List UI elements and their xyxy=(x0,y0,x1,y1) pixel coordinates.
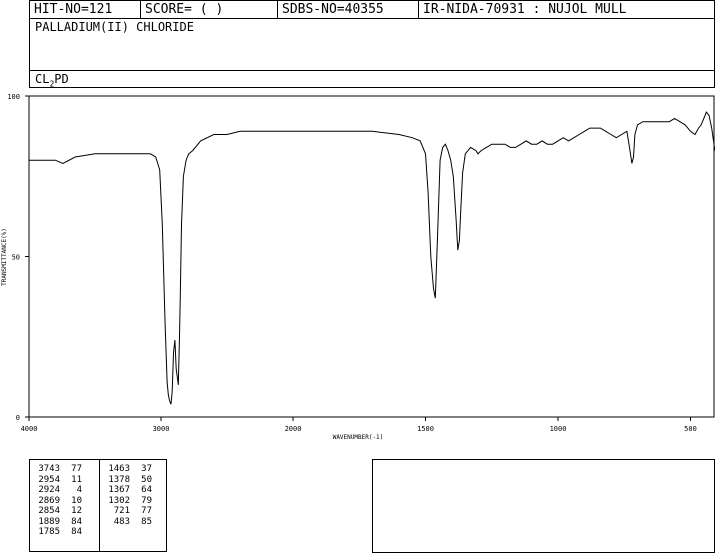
peak-table: 3743 77 2954 11 2924 4 2869 10 2854 12 1889 84 1785 8… xyxy=(29,459,167,552)
peak-row: 2869 10 xyxy=(30,496,82,507)
peak-row: 2924 4 xyxy=(30,485,82,496)
header-divider xyxy=(30,18,714,19)
y-tick-label: 50 xyxy=(12,254,20,262)
peak-transmittance: 37 xyxy=(141,464,152,474)
peak-wavenumber: 3743 xyxy=(38,464,60,474)
peak-transmittance: 10 xyxy=(71,495,82,506)
x-tick-label: 1000 xyxy=(550,425,567,433)
x-axis-label: WAVENUMBER(-1) xyxy=(333,434,384,441)
peak-wavenumber: 483 xyxy=(113,516,130,527)
peak-table-divider xyxy=(99,460,100,551)
peak-wavenumber: 1378 xyxy=(108,474,130,485)
peak-wavenumber: 2954 xyxy=(38,474,60,485)
peak-wavenumber: 1785 xyxy=(38,527,60,537)
peak-row: 1367 64 xyxy=(100,485,152,496)
peak-column-left: 3743 77 2954 11 2924 4 2869 10 2854 12 1889 84 1785 8… xyxy=(30,464,82,538)
peak-transmittance: 79 xyxy=(141,495,152,506)
peak-wavenumber: 1367 xyxy=(108,485,130,495)
peak-row: 1463 37 xyxy=(100,464,152,475)
x-tick-label: 3000 xyxy=(153,425,170,433)
structure-box xyxy=(372,459,715,553)
compound-name: PALLADIUM(II) CHLORIDE xyxy=(35,20,194,34)
peak-row: 1378 50 xyxy=(100,475,152,486)
peak-wavenumber: 2924 xyxy=(38,485,60,495)
y-tick-label: 100 xyxy=(7,93,20,101)
hit-number: HIT-NO=121 xyxy=(30,1,141,18)
formula-subscript: 2 xyxy=(49,79,55,89)
formula-prefix: CL xyxy=(35,72,50,86)
peak-row: 1302 79 xyxy=(100,496,152,507)
peak-wavenumber: 721 xyxy=(113,506,130,516)
peak-row: 2854 12 xyxy=(30,506,82,517)
y-axis-label: TRANSMITTANCE(%) xyxy=(1,228,8,286)
peak-transmittance: 84 xyxy=(71,516,82,527)
score: SCORE= ( ) xyxy=(141,1,278,18)
y-tick-label: 0 xyxy=(16,414,20,422)
x-tick-label: 4000 xyxy=(21,425,38,433)
formula-divider xyxy=(30,70,714,71)
formula-suffix: PD xyxy=(54,72,69,86)
peak-transmittance: 50 xyxy=(141,474,152,485)
peak-transmittance: 85 xyxy=(141,516,152,527)
peak-transmittance: 4 xyxy=(76,485,82,495)
peak-wavenumber: 2854 xyxy=(38,506,60,516)
peak-row: 1785 84 xyxy=(30,527,82,538)
peak-column-right: 1463 37 1378 50 1367 64 1302 79 721 77 483 85 xyxy=(100,464,152,527)
ir-info: IR-NIDA-70931 : NUJOL MULL xyxy=(423,2,627,17)
peak-row: 2954 11 xyxy=(30,475,82,486)
plot-frame xyxy=(28,95,715,418)
peak-wavenumber: 1302 xyxy=(108,495,130,506)
peak-row: 3743 77 xyxy=(30,464,82,475)
peak-row: 721 77 xyxy=(100,506,152,517)
peak-wavenumber: 1463 xyxy=(108,464,130,474)
x-tick-label: 1500 xyxy=(417,425,434,433)
peak-wavenumber: 1889 xyxy=(38,516,60,527)
x-tick-label: 2000 xyxy=(285,425,302,433)
header-box: HIT-NO=121 SCORE= ( ) SDBS-NO=40355 IR-N… xyxy=(29,0,715,88)
peak-transmittance: 12 xyxy=(71,506,82,516)
peak-transmittance: 77 xyxy=(71,464,82,474)
spectrum-line xyxy=(29,111,715,405)
ir-spectrum-chart: 4000 3000 2000 1500 1000 500 0 50 100 WAVENUMBER(… xyxy=(1,93,715,441)
peak-row: 1889 84 xyxy=(30,517,82,528)
peak-transmittance: 11 xyxy=(71,474,82,485)
x-tick-label: 500 xyxy=(684,425,697,433)
peak-wavenumber: 2869 xyxy=(38,495,60,506)
peak-transmittance: 64 xyxy=(141,485,152,495)
peak-transmittance: 84 xyxy=(71,527,82,537)
compound-formula: CL2PD xyxy=(35,72,69,88)
peak-row: 483 85 xyxy=(100,517,152,528)
sdbs-number: SDBS-NO=40355 xyxy=(278,1,419,18)
peak-transmittance: 77 xyxy=(141,506,152,516)
